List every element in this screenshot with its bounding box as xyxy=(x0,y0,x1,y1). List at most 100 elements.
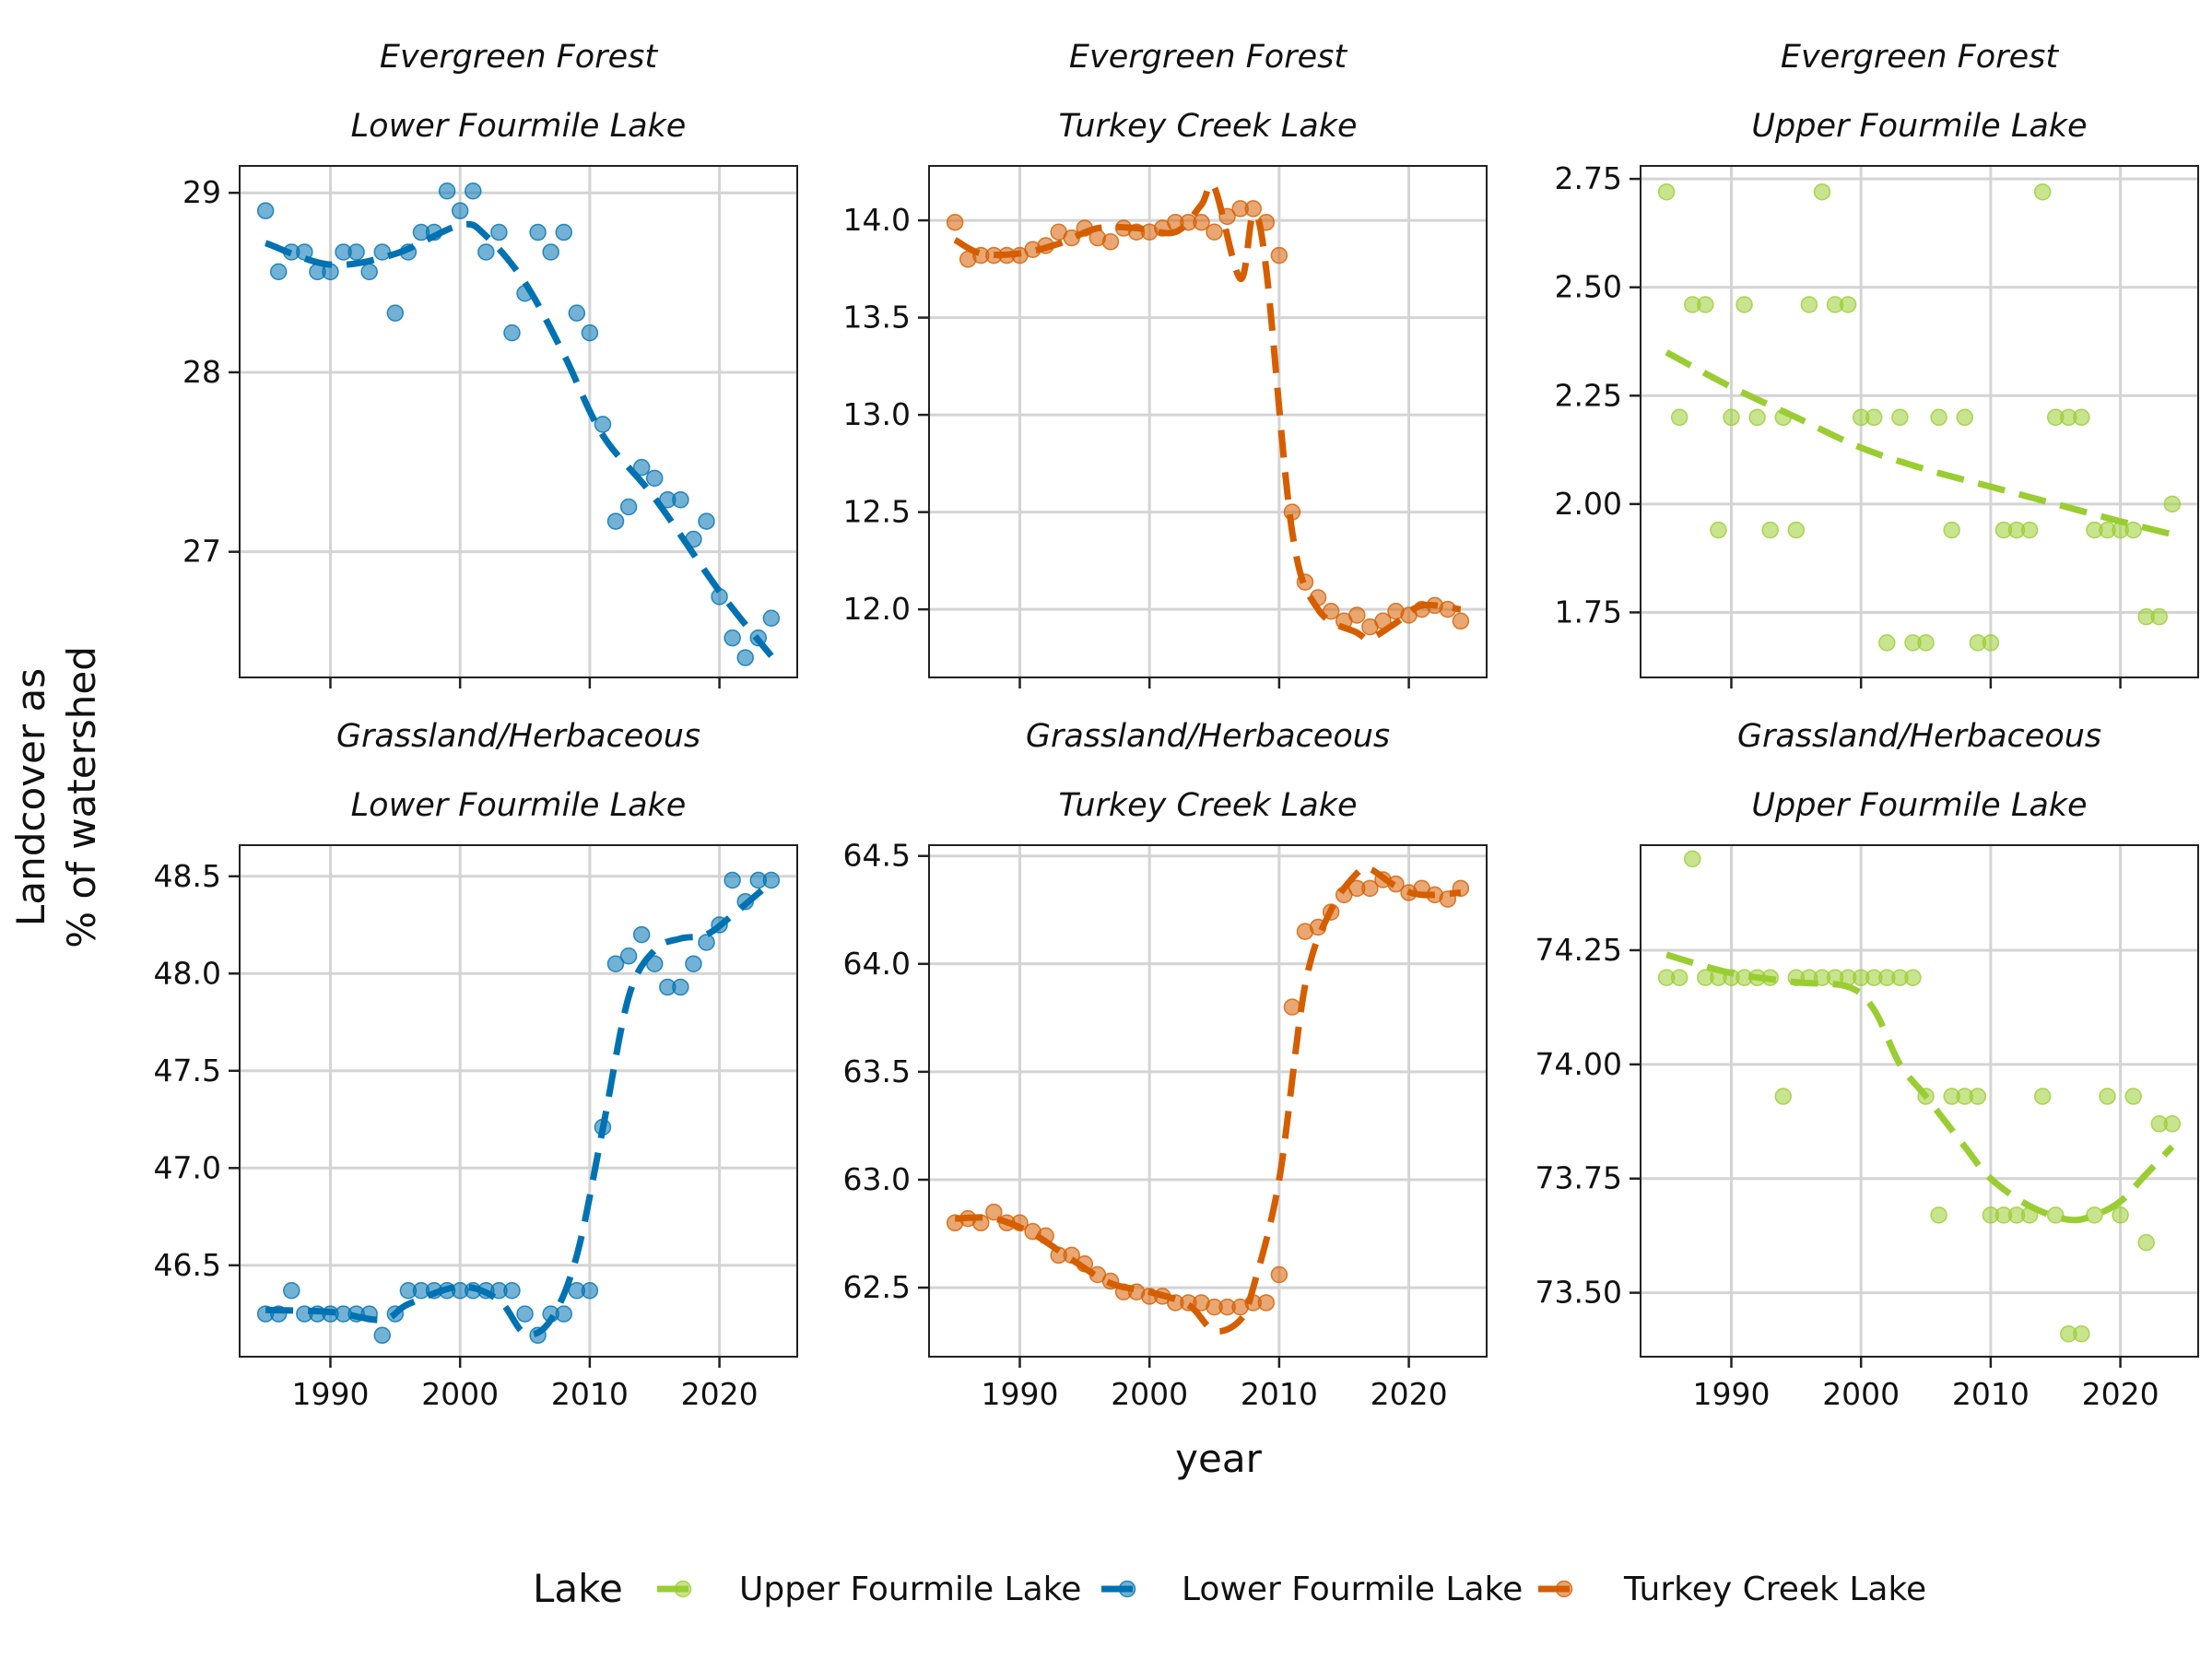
data-point xyxy=(2124,521,2142,539)
data-point xyxy=(2163,1115,2182,1133)
data-point xyxy=(698,934,715,951)
facet-panel: Evergreen Forest Lower Fourmile Lake 27 28 2… xyxy=(182,39,798,688)
panel-frame xyxy=(239,165,798,678)
trend-line xyxy=(1665,349,2173,538)
data-point xyxy=(1206,223,1223,241)
facet-panel: Evergreen Forest Turkey Creek Lake 12.0 12.… xyxy=(843,39,1488,688)
facet-panel: Grassland/Herbaceous Turkey Creek Lake 62.… xyxy=(843,718,1488,1412)
data-point xyxy=(762,871,781,889)
data-point xyxy=(555,223,572,241)
data-point xyxy=(256,202,275,219)
legend-entry-label: Turkey Creek Lake xyxy=(1623,1571,1926,1608)
facet-lake-label: Upper Fourmile Lake xyxy=(1751,108,2087,145)
trend-line xyxy=(265,879,774,1338)
data-point xyxy=(386,304,405,322)
y-tick-label: 73.50 xyxy=(1535,1275,1622,1311)
data-point xyxy=(1774,1088,1793,1105)
y-tick-label: 2.25 xyxy=(1555,377,1622,413)
data-point xyxy=(581,324,599,342)
data-point xyxy=(698,512,715,530)
data-point xyxy=(490,223,508,241)
data-point xyxy=(1361,879,1379,898)
data-point xyxy=(1670,408,1688,427)
data-point xyxy=(632,458,651,477)
gridlines xyxy=(240,845,797,1357)
y-tick-label: 64.0 xyxy=(843,946,911,982)
facet-lake-label: Turkey Creek Lake xyxy=(1058,787,1357,824)
y-tick-label: 62.5 xyxy=(843,1269,911,1305)
data-point xyxy=(360,263,378,281)
data-point xyxy=(1930,1206,1947,1224)
data-point xyxy=(1452,612,1470,630)
y-tick-label: 73.75 xyxy=(1535,1160,1622,1196)
x-tick-label: 1990 xyxy=(981,1376,1058,1412)
y-tick-label: 27 xyxy=(182,534,221,570)
legend: Lake Upper Fourmile Lake Lower Fourmile L… xyxy=(533,1566,1926,1611)
data-point xyxy=(672,978,689,996)
data-point xyxy=(619,498,638,516)
data-point xyxy=(1684,850,1701,868)
gridlines xyxy=(929,166,1487,677)
data-point xyxy=(2020,521,2039,539)
x-tick-label: 1990 xyxy=(1692,1376,1770,1412)
panel-frame xyxy=(928,165,1488,678)
data-point xyxy=(724,629,741,647)
data-point xyxy=(296,243,313,261)
data-point xyxy=(645,469,664,488)
panel-frame xyxy=(1640,844,2199,1358)
data-point xyxy=(2099,1088,2116,1105)
data-point xyxy=(2033,1088,2052,1105)
data-point xyxy=(1735,296,1753,313)
data-point xyxy=(1710,521,1727,539)
gridlines xyxy=(240,166,797,677)
legend-entry: Upper Fourmile Lake xyxy=(657,1571,1081,1608)
y-tick-label: 12.5 xyxy=(843,494,911,530)
y-tick-label: 63.0 xyxy=(843,1161,911,1197)
y-tick-label: 29 xyxy=(182,174,221,210)
y-tick-label: 14.0 xyxy=(843,202,911,238)
y-tick-label: 47.0 xyxy=(154,1149,221,1185)
y-tick-label: 48.5 xyxy=(154,858,221,894)
data-point xyxy=(594,416,612,433)
data-point xyxy=(1244,200,1262,218)
x-tick-label: 1990 xyxy=(291,1376,369,1412)
x-axis-title: year xyxy=(1175,1436,1262,1481)
legend-entry-label: Upper Fourmile Lake xyxy=(739,1571,1081,1608)
panel-frame xyxy=(928,844,1488,1358)
data-point xyxy=(1761,521,1779,539)
data-point xyxy=(465,182,482,200)
data-point xyxy=(1956,408,1973,427)
data-point xyxy=(1930,408,1947,427)
data-point xyxy=(542,243,559,261)
data-point xyxy=(736,649,754,666)
panel-frame xyxy=(1640,165,2199,678)
x-tick-label: 2000 xyxy=(1822,1376,1900,1412)
facet-landcover-label: Evergreen Forest xyxy=(380,39,658,76)
data-point xyxy=(1270,1265,1288,1284)
y-tick-label: 47.5 xyxy=(154,1053,221,1088)
data-point xyxy=(477,243,495,261)
data-point xyxy=(373,1326,392,1345)
data-point xyxy=(1904,969,1922,986)
data-points xyxy=(256,871,781,1345)
data-point xyxy=(1943,521,1960,539)
data-point xyxy=(1257,1294,1276,1312)
data-point xyxy=(1270,246,1288,265)
facet-panel: Evergreen Forest Upper Fourmile Lake 1.75 2… xyxy=(1555,39,2199,688)
x-tick-label: 2010 xyxy=(1952,1376,2030,1412)
y-tick-label: 48.0 xyxy=(154,955,221,991)
data-point xyxy=(2073,1324,2090,1343)
legend-entry: Lower Fourmile Lake xyxy=(1101,1571,1523,1608)
y-tick-label: 13.5 xyxy=(843,300,911,335)
data-point xyxy=(724,871,741,889)
y-tick-label: 12.0 xyxy=(843,591,911,627)
data-point xyxy=(503,324,521,342)
data-point xyxy=(2086,1206,2103,1224)
data-points xyxy=(1657,182,2182,652)
data-point xyxy=(529,223,547,241)
data-point xyxy=(606,512,625,530)
data-point xyxy=(451,202,469,219)
legend-entry: Turkey Creek Lake xyxy=(1538,1571,1926,1608)
facet-landcover-label: Evergreen Forest xyxy=(1781,39,2059,76)
data-point xyxy=(2150,607,2169,626)
